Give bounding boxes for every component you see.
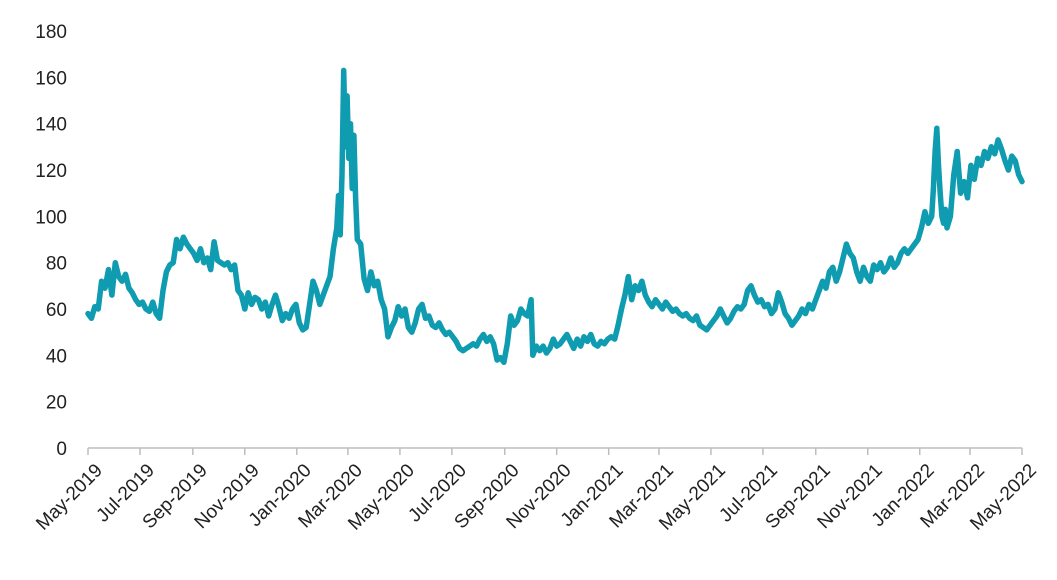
- y-tick-label: 20: [46, 393, 67, 414]
- y-tick-label: 100: [35, 207, 67, 228]
- x-axis-ticks: May-2019Jul-2019Sep-2019Nov-2019Jan-2020…: [32, 448, 1041, 535]
- series-line: [85, 67, 1025, 366]
- y-tick-label: 40: [46, 346, 67, 367]
- y-tick-label: 0: [56, 439, 67, 460]
- y-tick-label: 80: [46, 254, 67, 275]
- y-tick-label: 180: [35, 22, 67, 43]
- y-tick-label: 140: [35, 115, 67, 136]
- y-tick-label: 160: [35, 68, 67, 89]
- y-tick-label: 120: [35, 161, 67, 182]
- y-tick-label: 60: [46, 300, 67, 321]
- y-axis-ticks: 0 20 40 60 80 100 120 140 160 180: [35, 22, 67, 460]
- x-tick-label: May-2019: [32, 460, 107, 535]
